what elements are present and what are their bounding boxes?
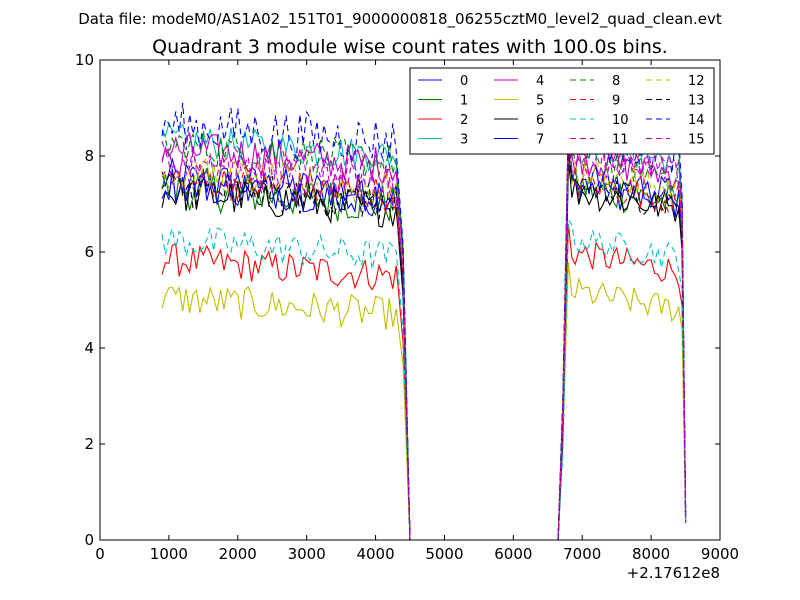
series-line-5 <box>161 261 687 541</box>
series-line-2 <box>161 224 687 541</box>
x-tick-label: 2000 <box>219 545 257 563</box>
y-tick-label: 8 <box>84 147 94 165</box>
series-line-4 <box>161 123 687 541</box>
series-line-7 <box>161 154 687 541</box>
x-tick-label: 6000 <box>494 545 532 563</box>
legend-label-14: 14 <box>688 113 705 128</box>
legend-label-5: 5 <box>536 94 544 109</box>
legend-label-8: 8 <box>612 74 620 89</box>
legend-label-10: 10 <box>612 113 629 128</box>
series-line-15 <box>161 136 687 541</box>
legend-label-15: 15 <box>688 133 705 148</box>
chart-title: Quadrant 3 module wise count rates with … <box>152 36 668 58</box>
y-tick-label: 6 <box>84 243 94 261</box>
series-line-1 <box>161 166 687 541</box>
legend-box <box>409 67 715 155</box>
x-tick-label: 1000 <box>150 545 188 563</box>
axes: 0 1000 2000 3000 4000 5000 6000 7000 8000 9000 0 2 4… <box>75 51 739 563</box>
figure-suptitle: Data file: modeM0/AS1A02_151T01_90000008… <box>78 10 722 29</box>
y-tick-label: 10 <box>75 51 94 69</box>
legend-label-1: 1 <box>460 94 468 109</box>
axes-frame <box>99 59 721 541</box>
legend-label-6: 6 <box>536 113 544 128</box>
series-line-9 <box>161 146 687 541</box>
x-tick-label: 8000 <box>632 545 670 563</box>
y-tick-label: 0 <box>84 531 94 549</box>
x-tick-label: 0 <box>95 545 105 563</box>
series-line-13 <box>161 151 687 541</box>
series-layer <box>161 102 687 541</box>
series-line-14 <box>161 102 687 541</box>
legend-label-2: 2 <box>460 113 468 128</box>
legend-label-13: 13 <box>688 94 705 109</box>
legend-label-9: 9 <box>612 94 620 109</box>
x-tick-label: 4000 <box>356 545 394 563</box>
legend-label-3: 3 <box>460 133 468 148</box>
legend-label-11: 11 <box>612 133 629 148</box>
x-tick-label: 7000 <box>563 545 601 563</box>
legend-label-12: 12 <box>688 74 705 89</box>
legend-label-4: 4 <box>536 74 544 89</box>
x-offset-label: +2.17612e8 <box>627 564 720 582</box>
y-tick-label: 4 <box>84 339 94 357</box>
x-tick-label: 9000 <box>701 545 739 563</box>
x-tick-label: 5000 <box>425 545 463 563</box>
y-tick-label: 2 <box>84 435 94 453</box>
legend-label-7: 7 <box>536 133 544 148</box>
series-line-10 <box>161 218 687 541</box>
x-tick-label: 3000 <box>288 545 326 563</box>
legend-label-0: 0 <box>460 74 468 89</box>
